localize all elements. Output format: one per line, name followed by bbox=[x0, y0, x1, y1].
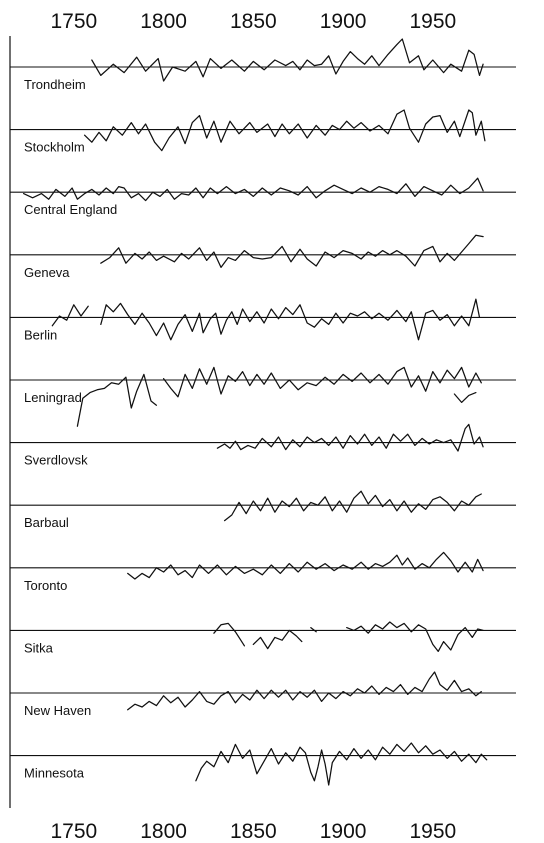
station-label-sverdlovsk: Sverdlovsk bbox=[24, 453, 88, 468]
station-label-stockholm: Stockholm bbox=[24, 140, 85, 155]
row-leningrad: Leningrad bbox=[10, 366, 516, 427]
top-tick-label-1950: 1950 bbox=[409, 10, 456, 33]
series-line-berlin-segment-1 bbox=[51, 304, 89, 327]
top-tick-label-1900: 1900 bbox=[320, 10, 367, 33]
bottom-tick-label-1850: 1850 bbox=[230, 820, 277, 843]
row-sverdlovsk: Sverdlovsk bbox=[10, 423, 516, 468]
top-tick-label-1750: 1750 bbox=[50, 10, 97, 33]
station-label-leningrad: Leningrad bbox=[24, 390, 82, 405]
series-line-central-england-segment-1 bbox=[22, 177, 484, 202]
bottom-tick-label-1800: 1800 bbox=[140, 820, 187, 843]
station-label-sitka: Sitka bbox=[24, 640, 54, 655]
series-line-toronto-segment-1 bbox=[127, 551, 484, 580]
series-line-new-haven-segment-1 bbox=[127, 671, 482, 711]
top-tick-label-1800: 1800 bbox=[140, 10, 187, 33]
row-geneva: Geneva bbox=[10, 234, 516, 280]
row-sitka: Sitka bbox=[10, 621, 516, 655]
series-line-sitka-segment-3 bbox=[310, 626, 317, 633]
series-line-sitka-segment-2 bbox=[252, 629, 303, 650]
station-label-new-haven: New Haven bbox=[24, 703, 91, 718]
row-new-haven: New Haven bbox=[10, 671, 516, 718]
station-label-minnesota: Minnesota bbox=[24, 766, 85, 781]
series-line-sitka-segment-1 bbox=[213, 622, 246, 647]
bottom-x-axis-labels: 1750 1800 1850 1900 1950 bbox=[50, 820, 456, 843]
station-label-trondheim: Trondheim bbox=[24, 77, 86, 92]
series-line-sitka-segment-4 bbox=[346, 621, 484, 653]
series-line-leningrad-segment-2 bbox=[162, 366, 482, 398]
series-line-barbaul-segment-1 bbox=[223, 490, 482, 522]
station-label-berlin: Berlin bbox=[24, 327, 57, 342]
station-label-central-england: Central England bbox=[24, 202, 117, 217]
row-central-england: Central England bbox=[10, 177, 516, 217]
bottom-tick-label-1950: 1950 bbox=[409, 820, 456, 843]
station-label-geneva: Geneva bbox=[24, 265, 70, 280]
series-line-trondheim-segment-1 bbox=[91, 38, 484, 82]
series-line-minnesota-segment-1 bbox=[195, 742, 488, 786]
row-minnesota: Minnesota bbox=[10, 742, 516, 786]
series-line-leningrad-segment-1 bbox=[76, 373, 158, 427]
station-label-toronto: Toronto bbox=[24, 578, 67, 593]
bottom-tick-label-1750: 1750 bbox=[50, 820, 97, 843]
series-line-berlin-segment-2 bbox=[100, 298, 481, 341]
row-barbaul: Barbaul bbox=[10, 490, 516, 530]
bottom-tick-label-1900: 1900 bbox=[320, 820, 367, 843]
series-line-stockholm-segment-1 bbox=[83, 109, 486, 152]
top-x-axis-labels: 1750 1800 1850 1900 1950 bbox=[50, 10, 456, 33]
station-label-barbaul: Barbaul bbox=[24, 515, 69, 530]
row-stockholm: Stockholm bbox=[10, 109, 516, 155]
series-line-sverdlovsk-segment-1 bbox=[216, 423, 484, 452]
station-rows: Trondheim Stockholm Central England Geneva B… bbox=[10, 38, 516, 786]
row-trondheim: Trondheim bbox=[10, 38, 516, 92]
row-toronto: Toronto bbox=[10, 551, 516, 593]
row-berlin: Berlin bbox=[10, 298, 516, 342]
series-line-geneva-segment-1 bbox=[100, 234, 484, 269]
top-tick-label-1850: 1850 bbox=[230, 10, 277, 33]
series-line-leningrad-segment-3 bbox=[453, 391, 477, 404]
